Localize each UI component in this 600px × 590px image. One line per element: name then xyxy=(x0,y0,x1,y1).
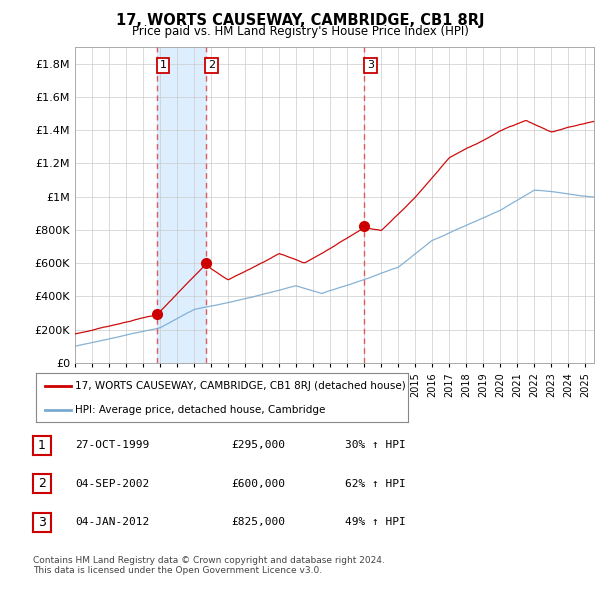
Text: Price paid vs. HM Land Registry's House Price Index (HPI): Price paid vs. HM Land Registry's House … xyxy=(131,25,469,38)
Text: 49% ↑ HPI: 49% ↑ HPI xyxy=(345,517,406,527)
Text: 3: 3 xyxy=(367,60,374,70)
Text: HPI: Average price, detached house, Cambridge: HPI: Average price, detached house, Camb… xyxy=(75,405,325,415)
Text: 62% ↑ HPI: 62% ↑ HPI xyxy=(345,479,406,489)
Bar xyxy=(157,47,206,363)
Text: Contains HM Land Registry data © Crown copyright and database right 2024.
This d: Contains HM Land Registry data © Crown c… xyxy=(33,556,385,575)
Text: 17, WORTS CAUSEWAY, CAMBRIDGE, CB1 8RJ (detached house): 17, WORTS CAUSEWAY, CAMBRIDGE, CB1 8RJ (… xyxy=(75,381,406,391)
Text: 2: 2 xyxy=(208,60,215,70)
Text: 1: 1 xyxy=(160,60,167,70)
Text: 3: 3 xyxy=(38,516,46,529)
Text: 30% ↑ HPI: 30% ↑ HPI xyxy=(345,441,406,450)
Text: 04-SEP-2002: 04-SEP-2002 xyxy=(75,479,149,489)
Text: £295,000: £295,000 xyxy=(231,441,285,450)
Text: 04-JAN-2012: 04-JAN-2012 xyxy=(75,517,149,527)
Text: 1: 1 xyxy=(38,439,46,452)
Text: £600,000: £600,000 xyxy=(231,479,285,489)
Text: 27-OCT-1999: 27-OCT-1999 xyxy=(75,441,149,450)
Text: 2: 2 xyxy=(38,477,46,490)
Text: £825,000: £825,000 xyxy=(231,517,285,527)
Text: 17, WORTS CAUSEWAY, CAMBRIDGE, CB1 8RJ: 17, WORTS CAUSEWAY, CAMBRIDGE, CB1 8RJ xyxy=(116,13,484,28)
